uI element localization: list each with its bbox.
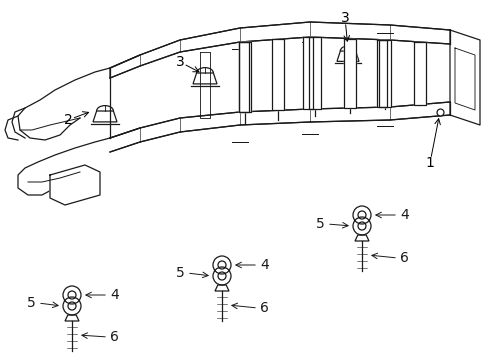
Text: 4: 4: [260, 258, 268, 272]
Polygon shape: [271, 39, 284, 111]
Text: 6: 6: [110, 330, 119, 344]
Text: 2: 2: [63, 113, 72, 127]
Text: 1: 1: [425, 156, 433, 170]
Text: 6: 6: [260, 301, 268, 315]
Polygon shape: [343, 39, 355, 108]
Text: 5: 5: [316, 217, 325, 231]
Polygon shape: [376, 40, 386, 107]
Text: 6: 6: [399, 251, 408, 265]
Text: 5: 5: [176, 266, 184, 280]
Text: 4: 4: [110, 288, 119, 302]
Polygon shape: [303, 37, 312, 109]
Polygon shape: [50, 165, 100, 205]
Polygon shape: [239, 42, 250, 112]
Polygon shape: [449, 30, 479, 125]
Text: 5: 5: [27, 296, 36, 310]
Text: 3: 3: [340, 11, 348, 25]
Polygon shape: [110, 22, 449, 78]
Polygon shape: [308, 37, 320, 109]
Text: 3: 3: [175, 55, 184, 69]
Text: 4: 4: [399, 208, 408, 222]
Polygon shape: [413, 42, 425, 104]
Polygon shape: [110, 102, 449, 152]
Polygon shape: [239, 42, 248, 112]
Polygon shape: [378, 40, 390, 107]
